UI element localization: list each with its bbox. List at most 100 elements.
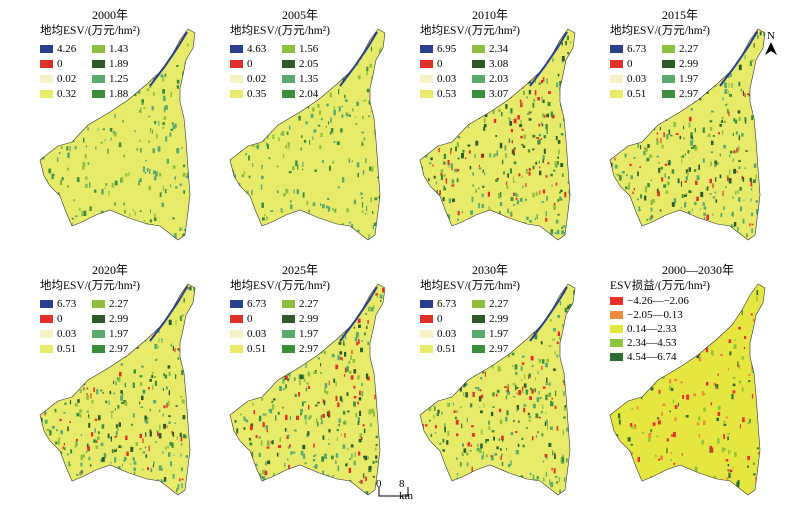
legend-label: 6.73 bbox=[57, 298, 77, 310]
scale-bar-line bbox=[378, 487, 409, 497]
legend-swatch bbox=[420, 300, 433, 308]
legend-label: 0.03 bbox=[437, 328, 457, 340]
legend-label: 4.54—6.74 bbox=[627, 351, 677, 363]
legend-swatch bbox=[40, 345, 53, 353]
legend-label: 4.63 bbox=[247, 43, 267, 55]
legend-label: 6.95 bbox=[437, 43, 457, 55]
legend-swatch bbox=[92, 90, 105, 98]
legend-label: 1.97 bbox=[489, 328, 509, 340]
legend-label: 0 bbox=[437, 313, 443, 325]
legend-swatch bbox=[610, 60, 623, 68]
legend-title: 地均ESV/(万元/hm²) bbox=[230, 25, 330, 37]
river bbox=[339, 31, 378, 87]
legend-label: 1.97 bbox=[299, 328, 319, 340]
study-area-boundary bbox=[39, 28, 196, 241]
legend-label: 0 bbox=[57, 313, 63, 325]
legend-label: 0 bbox=[627, 58, 633, 70]
north-arrow-icon bbox=[765, 42, 777, 55]
legend-label: 1.43 bbox=[109, 43, 129, 55]
legend-swatch bbox=[472, 315, 485, 323]
legend-swatch bbox=[662, 75, 675, 83]
legend-title: 地均ESV/(万元/hm²) bbox=[420, 25, 520, 37]
panel-title: 2015年 bbox=[662, 8, 699, 22]
legend-label: 2.97 bbox=[299, 343, 319, 355]
legend-label: 1.25 bbox=[109, 73, 129, 85]
legend-label: 0.35 bbox=[247, 88, 267, 100]
legend-label: 6.73 bbox=[437, 298, 457, 310]
study-area-boundary bbox=[229, 28, 386, 241]
study-area-fill bbox=[610, 284, 765, 495]
legend-swatch bbox=[472, 345, 485, 353]
legend-label: 0.02 bbox=[247, 73, 267, 85]
study-area-boundary bbox=[419, 283, 576, 496]
legend-swatch bbox=[40, 90, 53, 98]
study-area-boundary bbox=[609, 28, 766, 241]
legend-label: 2.99 bbox=[109, 313, 129, 325]
legend-swatch bbox=[40, 45, 53, 53]
legend-label: 2.99 bbox=[679, 58, 699, 70]
legend-swatch bbox=[662, 45, 675, 53]
legend-swatch bbox=[610, 75, 623, 83]
legend-swatch bbox=[282, 300, 295, 308]
panel-title: 2030年 bbox=[472, 263, 509, 277]
legend-swatch bbox=[420, 345, 433, 353]
legend-swatch bbox=[40, 315, 53, 323]
river bbox=[529, 286, 568, 342]
legend-label: 1.35 bbox=[299, 73, 319, 85]
legend-swatch bbox=[282, 330, 295, 338]
legend-swatch bbox=[282, 75, 295, 83]
legend-title: 地均ESV/(万元/hm²) bbox=[230, 280, 330, 292]
river bbox=[529, 31, 568, 87]
legend-swatch bbox=[230, 330, 243, 338]
legend-swatch bbox=[472, 300, 485, 308]
legend-label: 2.27 bbox=[679, 43, 699, 55]
legend-swatch bbox=[610, 311, 623, 319]
legend-label: 1.89 bbox=[109, 58, 129, 70]
legend-swatch bbox=[420, 315, 433, 323]
legend-label: 0.03 bbox=[57, 328, 77, 340]
legend-swatch bbox=[420, 330, 433, 338]
legend-swatch bbox=[230, 75, 243, 83]
legend-swatch bbox=[610, 90, 623, 98]
legend-swatch bbox=[40, 75, 53, 83]
legend-label: 0.03 bbox=[437, 73, 457, 85]
legend-swatch bbox=[610, 45, 623, 53]
panel-title: 2025年 bbox=[282, 263, 319, 277]
legend-swatch bbox=[610, 339, 623, 347]
legend-label: 0.03 bbox=[627, 73, 647, 85]
legend-label: 0.53 bbox=[437, 88, 457, 100]
legend-label: 0.14—2.33 bbox=[627, 323, 677, 335]
panel-title: 2005年 bbox=[282, 8, 319, 22]
legend-label: 4.26 bbox=[57, 43, 77, 55]
legend-swatch bbox=[472, 60, 485, 68]
legend-label: 1.88 bbox=[109, 88, 129, 100]
panel-title: 2010年 bbox=[472, 8, 509, 22]
north-arrow: N bbox=[764, 30, 778, 59]
legend-label: 2.99 bbox=[299, 313, 319, 325]
legend-label: 0.51 bbox=[57, 343, 77, 355]
legend-swatch bbox=[472, 330, 485, 338]
legend-swatch bbox=[420, 75, 433, 83]
legend-swatch bbox=[230, 300, 243, 308]
legend-swatch bbox=[610, 325, 623, 333]
legend-label: 1.97 bbox=[109, 328, 129, 340]
legend-swatch bbox=[230, 45, 243, 53]
legend-swatch bbox=[420, 45, 433, 53]
legend-label: 0 bbox=[437, 58, 443, 70]
scale-bar-zero: 0 bbox=[376, 478, 382, 490]
legend-title: 地均ESV/(万元/hm²) bbox=[40, 280, 140, 292]
legend-title: 地均ESV/(万元/hm²) bbox=[420, 280, 520, 292]
study-area-fill bbox=[40, 29, 195, 240]
legend-swatch bbox=[92, 45, 105, 53]
legend-swatch bbox=[420, 60, 433, 68]
legend-label: 0 bbox=[57, 58, 63, 70]
legend-title: 地均ESV/(万元/hm²) bbox=[40, 25, 140, 37]
legend-swatch bbox=[282, 45, 295, 53]
legend-label: 3.08 bbox=[489, 58, 509, 70]
study-area-boundary bbox=[229, 283, 386, 496]
legend-label: 0.02 bbox=[57, 73, 77, 85]
legend-label: 2.97 bbox=[109, 343, 129, 355]
river bbox=[149, 31, 188, 87]
legend-label: 0.51 bbox=[437, 343, 457, 355]
